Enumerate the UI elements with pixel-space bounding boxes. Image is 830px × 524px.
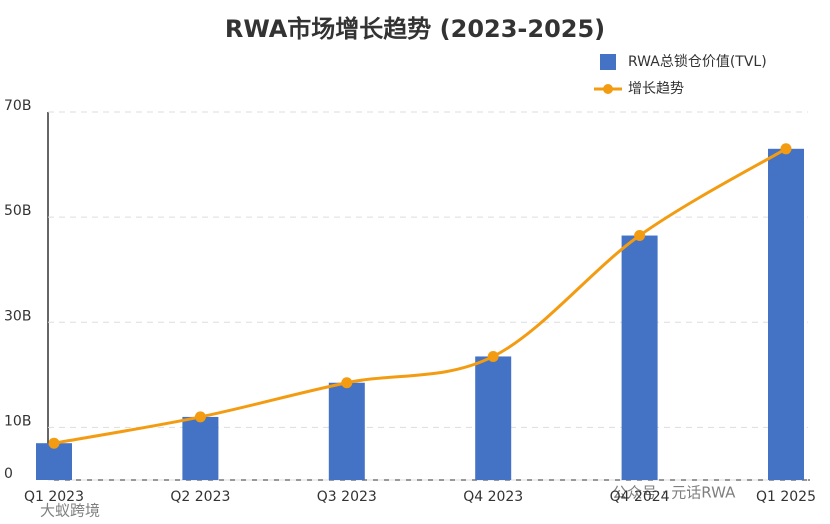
watermark: 公众号 · 元话RWA [612,484,736,502]
line-point [780,143,792,155]
line-point [194,411,206,423]
legend-label: RWA总锁仓价值(TVL) [628,54,767,70]
line-point [634,230,646,242]
y-tick-label: 30B [4,308,31,324]
x-tick-label: Q3 2023 [317,489,377,505]
line-point [341,377,353,389]
line-point [48,437,60,449]
bar [36,443,72,480]
y-tick-label: 0 [4,466,13,482]
bar [475,356,512,480]
x-tick-label: Q1 2025 [756,489,816,505]
y-tick-label: 70B [4,98,31,114]
bar [768,148,804,481]
watermark: 大蚁跨境 [40,502,100,520]
bar [621,235,658,480]
bar [328,382,365,480]
chart-title: RWA市场增长趋势 (2023-2025) [225,15,605,43]
line-point [487,350,499,362]
bar [182,416,219,480]
x-tick-label: Q4 2024 [610,489,670,505]
legend-swatch [603,84,613,94]
x-tick-label: Q4 2023 [463,489,523,505]
x-tick-label: Q1 2023 [24,489,84,505]
line [53,147,787,445]
legend-swatch [600,54,616,70]
y-tick-label: 10B [4,413,31,429]
legend-label: 增长趋势 [628,81,684,97]
x-tick-label: Q2 2023 [170,489,230,505]
y-tick-label: 50B [4,203,31,219]
